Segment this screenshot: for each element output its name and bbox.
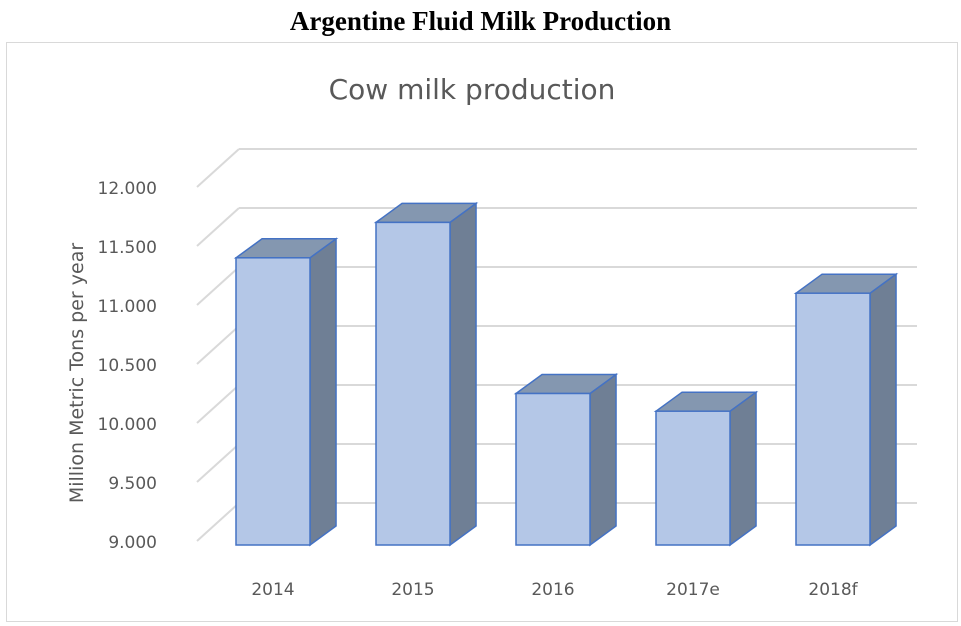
y-tick-label: 12.000 [98, 179, 157, 199]
y-tick-label: 10.500 [98, 356, 157, 376]
x-tick-label: 2014 [251, 580, 294, 600]
bars [236, 203, 896, 545]
x-tick-label: 2017e [666, 580, 720, 600]
bar [796, 274, 896, 545]
bar [516, 375, 616, 546]
bar-chart: Cow milk production Million Metric Tons … [7, 43, 957, 621]
chart-container: Cow milk production Million Metric Tons … [6, 42, 958, 622]
gridline [197, 149, 917, 187]
x-tick-label: 2015 [391, 580, 434, 600]
x-tick-label: 2016 [531, 580, 574, 600]
bar [656, 392, 756, 545]
bar [236, 239, 336, 545]
chart-title: Cow milk production [329, 73, 616, 106]
x-tick-label: 2018f [808, 580, 858, 600]
bar [376, 203, 476, 545]
page-title: Argentine Fluid Milk Production [0, 6, 961, 37]
y-axis-label: Million Metric Tons per year [66, 243, 88, 503]
y-tick-label: 11.500 [98, 238, 157, 258]
y-tick-label: 9.500 [108, 474, 157, 494]
y-tick-label: 10.000 [98, 415, 157, 435]
y-tick-label: 11.000 [98, 297, 157, 317]
y-tick-label: 9.000 [108, 533, 157, 553]
x-axis-ticks: 2014 2015 2016 2017e 2018f [251, 580, 858, 600]
y-axis-ticks: 9.000 9.500 10.000 10.500 11.000 11.500 12.000 [98, 179, 157, 553]
